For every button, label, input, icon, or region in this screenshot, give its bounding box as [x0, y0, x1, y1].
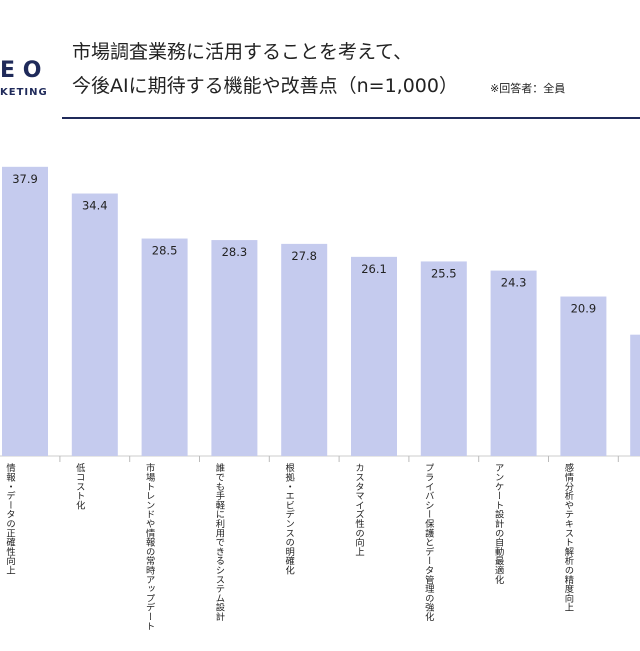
bar [2, 166, 48, 456]
value-label: 28.5 [152, 244, 178, 258]
bar [420, 261, 467, 456]
value-label: 25.5 [431, 266, 457, 280]
bar [141, 238, 188, 456]
x-tick-label: 感情分析やテキスト解析の精度向上 [562, 463, 574, 612]
x-tick-label: 低コスト化 [73, 463, 85, 510]
logo: E O [0, 58, 41, 83]
logo-sub: KETING [0, 87, 48, 98]
x-tick-label: 情報・データの正確性向上 [4, 463, 15, 575]
x-tick-label: カスタマイズ性の向上 [353, 463, 364, 556]
chart-title: 市場調査業務に活用することを考えて、 [72, 41, 412, 63]
value-label: 37.9 [12, 172, 38, 186]
value-label: 24.3 [501, 276, 527, 290]
bar [351, 256, 397, 456]
bar [630, 334, 640, 456]
value-label: 26.1 [361, 262, 387, 276]
x-tick-label: アンケート設計の自動最適化 [492, 463, 504, 584]
value-label: 28.3 [222, 245, 248, 259]
chart-subtitle: 今後AIに期待する機能や改善点（n=1,000） [72, 75, 458, 97]
bar [490, 270, 537, 456]
x-tick-label: 根拠・エビデンスの明確化 [283, 463, 295, 575]
bar [560, 296, 607, 456]
value-label: 20.9 [571, 302, 597, 316]
note: ※回答者：全員 [490, 81, 565, 95]
x-tick-label: 市場トレンドや情報の常時アップデート [143, 463, 155, 631]
bar [71, 193, 118, 456]
value-label: 27.8 [291, 249, 317, 263]
bar [281, 243, 328, 456]
value-label: 34.4 [82, 199, 108, 213]
x-tick-label: 誰でも手軽に利用できるシステム設計 [213, 463, 225, 622]
x-tick-label: プライバシー保護とデータ管理の強化 [422, 463, 434, 622]
bar [211, 240, 258, 456]
